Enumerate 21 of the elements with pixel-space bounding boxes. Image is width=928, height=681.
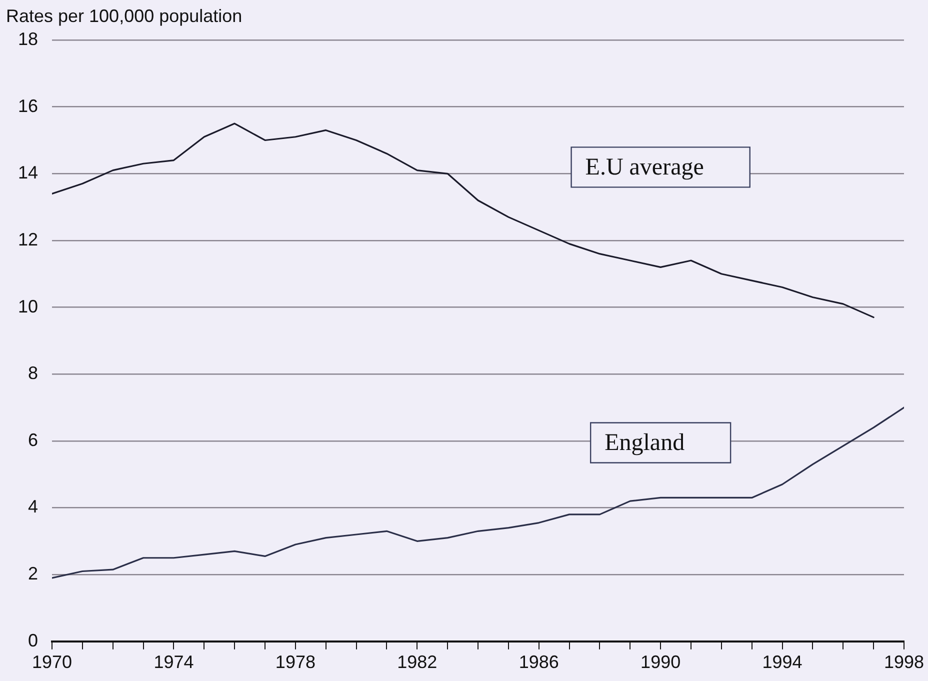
x-tick-label: 1990 bbox=[640, 652, 681, 672]
y-tick-label: 10 bbox=[18, 296, 38, 316]
y-tick-label: 8 bbox=[28, 363, 38, 384]
y-tick-label: 12 bbox=[18, 229, 38, 250]
y-tick-label: 16 bbox=[18, 96, 38, 116]
x-tick-label: 1974 bbox=[154, 652, 194, 672]
x-tick-label: 1978 bbox=[275, 652, 316, 672]
y-tick-label: 0 bbox=[28, 630, 38, 650]
series-label: England bbox=[604, 430, 685, 456]
y-tick-label: 6 bbox=[28, 430, 38, 450]
y-tick-label: 4 bbox=[28, 496, 38, 517]
y-tick-label: 18 bbox=[18, 28, 38, 49]
x-tick-label: 1970 bbox=[32, 652, 72, 672]
y-tick-label: 2 bbox=[28, 564, 38, 584]
y-axis-title: Rates per 100,000 population bbox=[6, 6, 242, 26]
x-tick-label: 1982 bbox=[397, 652, 438, 672]
y-tick-label: 14 bbox=[18, 162, 38, 183]
x-tick-label: 1998 bbox=[884, 652, 924, 672]
x-tick-label: 1986 bbox=[518, 652, 559, 672]
x-tick-label: 1994 bbox=[762, 652, 802, 672]
text: E.U average bbox=[585, 154, 704, 180]
